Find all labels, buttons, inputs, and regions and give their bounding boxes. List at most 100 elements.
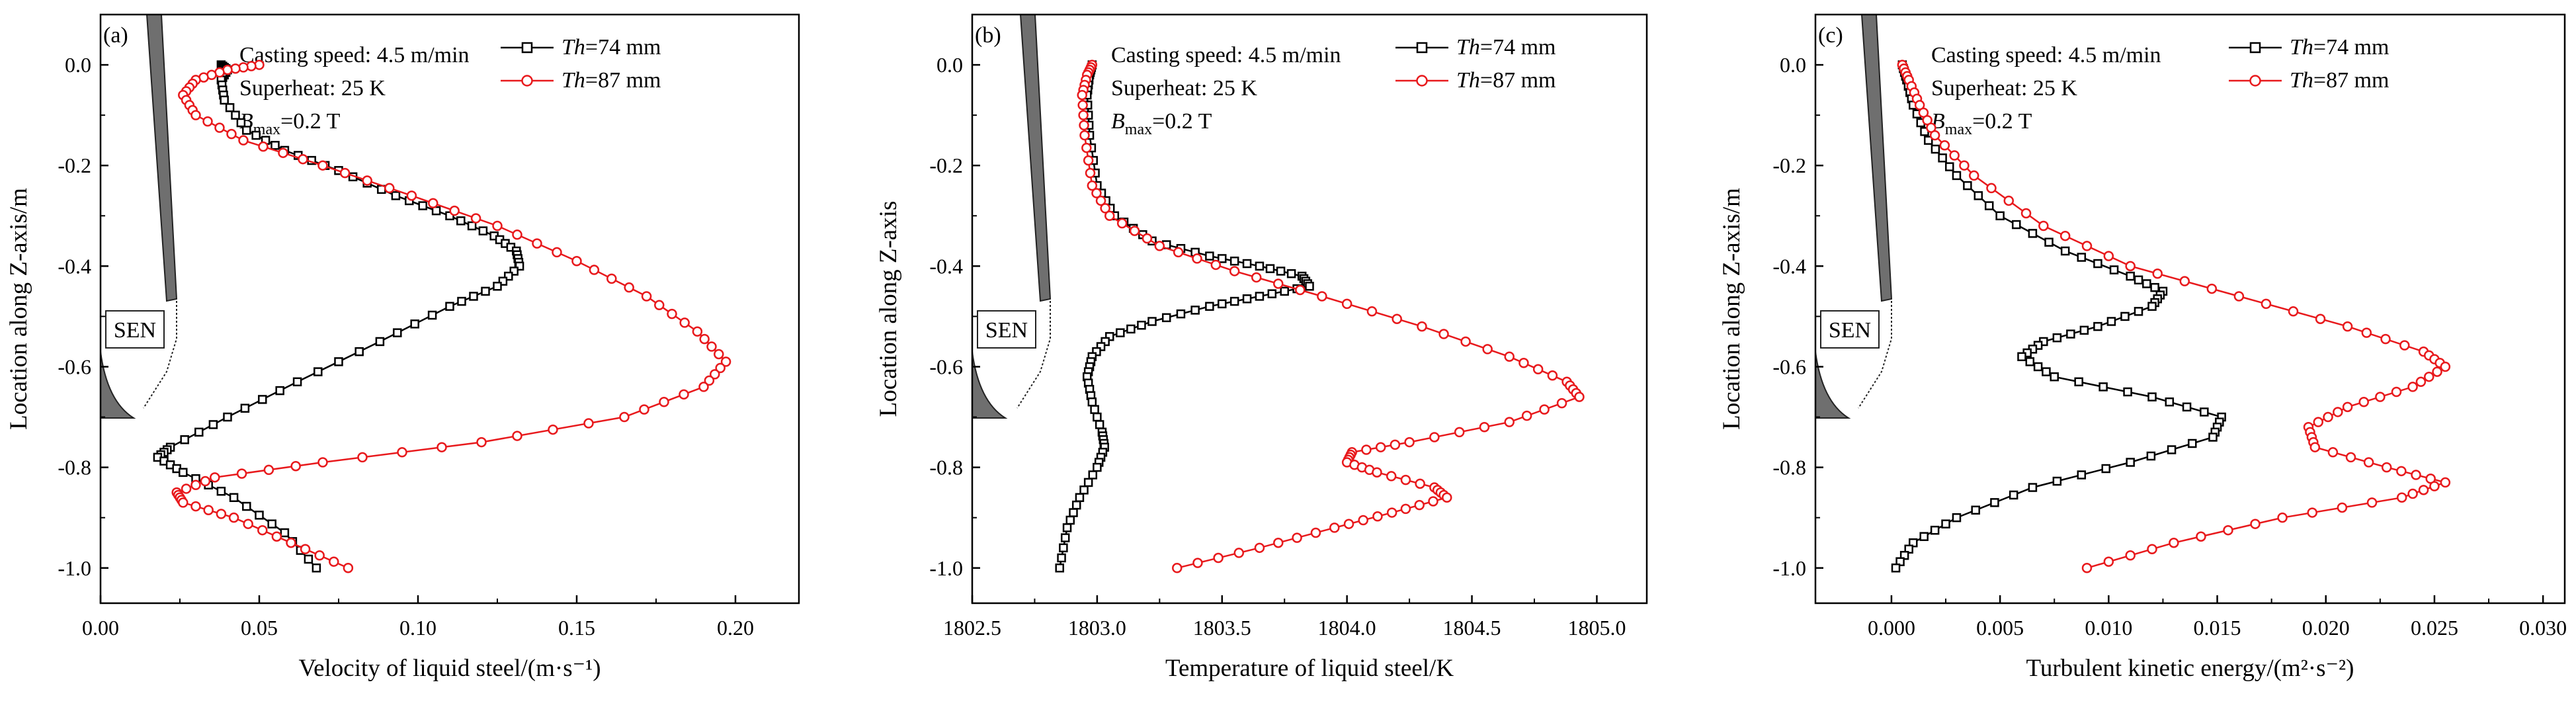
data-point-marker	[445, 302, 454, 311]
data-point-marker	[583, 418, 594, 429]
data-point-marker	[2081, 241, 2093, 251]
data-point-marker	[2399, 340, 2410, 351]
x-tick-label: 1804.0	[1318, 616, 1376, 640]
data-point-marker	[2208, 433, 2218, 442]
data-point-marker	[1205, 251, 1214, 261]
data-point-marker	[1116, 328, 1125, 337]
data-point-marker	[659, 396, 669, 407]
data-point-marker	[317, 160, 328, 171]
data-point-marker	[1079, 120, 1089, 131]
data-point-marker	[1482, 344, 1493, 355]
data-point-marker	[492, 220, 503, 231]
data-point-marker	[1504, 351, 1515, 362]
y-tick-label: 0.0	[936, 53, 963, 77]
data-point-marker	[1390, 439, 1401, 450]
data-point-marker	[214, 122, 225, 133]
sen-nozzle-drawing: SEN	[100, 14, 178, 419]
data-point-marker	[1205, 302, 1214, 311]
data-point-marker	[1218, 254, 1227, 263]
data-point-marker	[304, 554, 313, 564]
y-tick-label: -0.2	[929, 153, 963, 177]
series-line	[175, 63, 727, 569]
data-point-marker	[1057, 553, 1066, 563]
data-point-marker	[2125, 261, 2136, 272]
data-point-marker	[2066, 329, 2075, 339]
data-point-marker	[2366, 497, 2378, 508]
data-point-marker	[1192, 253, 1202, 264]
data-point-marker	[2337, 502, 2348, 513]
legend-value: =74 mm	[1480, 35, 1556, 60]
x-tick-label: 1804.5	[1443, 616, 1501, 640]
y-tick-label: -0.8	[58, 456, 91, 480]
data-point-marker	[679, 389, 689, 400]
data-point-marker	[2169, 537, 2179, 548]
legend-marker	[521, 42, 533, 54]
data-point-marker	[2103, 251, 2114, 261]
data-point-marker	[606, 273, 617, 284]
bmax-value: =0.2 T	[1152, 109, 1212, 134]
y-axis-label: Location along Z-axis/m	[1718, 188, 1745, 430]
legend-marker	[1416, 42, 1428, 54]
x-tick-label: 0.20	[717, 616, 754, 640]
data-point-marker	[2081, 563, 2093, 573]
data-point-marker	[2309, 442, 2321, 452]
data-point-marker	[504, 271, 513, 281]
data-point-marker	[1116, 218, 1128, 229]
series-th74: Th=74 mm	[153, 35, 661, 573]
data-point-marker	[2407, 382, 2418, 392]
data-point-marker	[410, 319, 419, 329]
legend-marker	[2249, 75, 2261, 87]
data-point-marker	[391, 191, 401, 200]
y-axis-label: Location along Z-axis	[875, 201, 902, 417]
data-point-marker	[2429, 481, 2440, 491]
data-point-marker	[1090, 405, 1099, 414]
data-point-marker	[1930, 525, 1940, 535]
data-point-marker	[715, 362, 726, 374]
data-point-marker	[2206, 283, 2218, 294]
data-point-marker	[1075, 493, 1085, 503]
sen-port-shape	[100, 351, 136, 419]
data-point-marker	[2025, 357, 2035, 366]
data-point-marker	[1386, 471, 1397, 481]
data-point-marker	[1229, 256, 1239, 266]
data-point-marker	[2147, 544, 2157, 554]
data-point-marker	[236, 468, 247, 479]
data-point-marker	[2380, 333, 2391, 345]
data-point-marker	[1504, 417, 1515, 427]
data-point-marker	[1161, 313, 1171, 323]
data-point-marker	[428, 198, 438, 209]
data-point-marker	[2134, 307, 2143, 316]
data-point-marker	[706, 341, 717, 352]
data-point-marker	[704, 375, 715, 386]
data-point-marker	[1990, 498, 1999, 507]
data-point-marker	[1341, 298, 1352, 310]
data-point-marker	[2146, 451, 2156, 461]
data-point-marker	[667, 308, 677, 319]
data-point-marker	[476, 437, 487, 448]
data-point-marker	[1295, 284, 1306, 296]
data-point-marker	[1142, 233, 1153, 244]
data-point-marker	[1079, 485, 1089, 495]
bmax-value: =0.2 T	[280, 109, 341, 134]
data-point-marker	[1518, 358, 1529, 368]
data-point-marker	[1971, 505, 1980, 515]
data-point-marker	[397, 447, 407, 458]
data-point-marker	[200, 476, 211, 487]
y-tick-label: -0.2	[1772, 153, 1806, 177]
data-point-marker	[1986, 183, 1997, 194]
data-point-marker	[2233, 291, 2245, 302]
data-point-marker	[1361, 444, 1372, 455]
data-point-marker	[2059, 230, 2071, 241]
data-point-marker	[2391, 386, 2402, 397]
data-point-marker	[2012, 220, 2021, 230]
data-point-marker	[1454, 427, 1465, 438]
data-point-marker	[720, 356, 731, 367]
data-point-marker	[498, 276, 508, 286]
y-tick-label: -1.0	[1772, 556, 1806, 580]
data-point-marker	[2077, 470, 2087, 480]
data-point-marker	[1280, 286, 1289, 296]
y-tick-label: 0.0	[1780, 53, 1806, 77]
data-point-marker	[436, 442, 447, 452]
data-point-marker	[515, 261, 524, 271]
data-point-marker	[2147, 302, 2157, 311]
